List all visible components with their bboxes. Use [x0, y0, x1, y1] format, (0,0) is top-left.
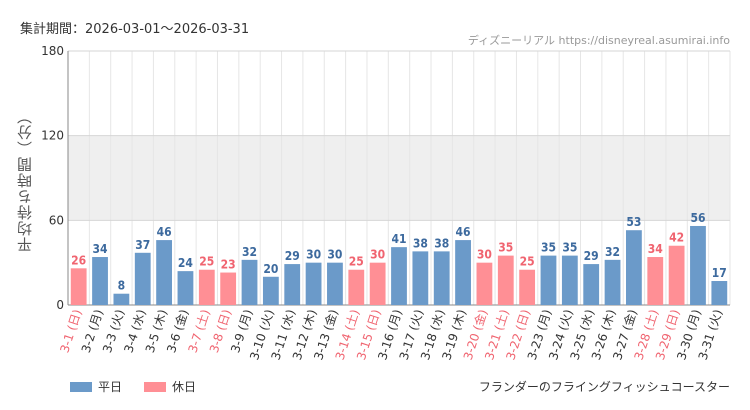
legend-holiday-label: 休日 [172, 380, 197, 394]
bar [647, 257, 664, 305]
bar-value-label: 25 [349, 255, 364, 269]
bar [70, 268, 87, 305]
bar-value-label: 32 [242, 245, 257, 259]
legend-weekday-swatch [70, 381, 92, 392]
legend-weekday: 平日 [70, 378, 122, 395]
bar [305, 262, 322, 305]
bar-value-label: 25 [520, 255, 535, 269]
bar-value-label: 30 [370, 248, 385, 262]
bar-value-label: 26 [71, 253, 86, 267]
bar [198, 269, 215, 305]
bar [262, 276, 279, 305]
bar-value-label: 17 [712, 266, 727, 280]
bar [455, 240, 471, 305]
bar [412, 251, 429, 305]
bar [241, 259, 258, 305]
legend-holiday: 休日 [144, 378, 196, 395]
bar-value-label: 25 [199, 255, 214, 269]
bar [668, 245, 685, 305]
period-label: 集計期間：2026-03-01～2026-03-31 [20, 22, 250, 37]
bar [497, 255, 514, 305]
bar-value-label: 32 [605, 245, 620, 259]
y-tick-label: 60 [49, 213, 64, 227]
site-credit: ディズニーリアル https://disneyreal.asumirai.inf… [467, 34, 730, 47]
attraction-name: フランダーのフライングフィッシュコースター [478, 380, 730, 394]
bar-value-label: 20 [263, 262, 278, 276]
bar-value-label: 46 [157, 225, 172, 239]
bar [519, 269, 536, 305]
bar [690, 225, 706, 305]
bar [156, 240, 172, 305]
legend: 平日 休日 [70, 378, 218, 395]
bar-value-label: 8 [118, 279, 126, 293]
bar [134, 252, 151, 305]
shaded-band [68, 135, 730, 221]
bar-value-label: 29 [584, 249, 599, 263]
bar [583, 264, 600, 305]
bar [369, 262, 386, 305]
bar-value-label: 42 [669, 231, 684, 245]
bar-value-label: 34 [648, 242, 664, 256]
bar-value-label: 24 [178, 256, 194, 270]
bar-value-label: 35 [498, 241, 513, 255]
bar-value-label: 29 [285, 249, 300, 263]
bar [561, 255, 578, 305]
bar-value-label: 38 [413, 236, 428, 250]
bar-value-label: 34 [93, 242, 109, 256]
legend-holiday-swatch [144, 381, 167, 392]
bar [348, 269, 365, 305]
y-tick-label: 180 [41, 44, 64, 58]
bar [433, 251, 450, 305]
bar-value-label: 56 [690, 211, 705, 225]
y-tick-label: 120 [41, 129, 64, 143]
bar-value-label: 30 [477, 248, 492, 262]
bar-value-label: 30 [306, 248, 321, 262]
bar [327, 262, 343, 305]
bar-value-label: 37 [135, 238, 150, 252]
bar [92, 257, 108, 305]
y-tick-label: 0 [56, 298, 64, 312]
bar [284, 264, 301, 305]
bar [540, 255, 557, 305]
bar [177, 271, 194, 305]
bar-value-label: 35 [562, 241, 577, 255]
bar-value-label: 23 [221, 258, 236, 272]
bar [220, 272, 237, 305]
bar-value-label: 53 [626, 215, 641, 229]
bar [604, 259, 621, 305]
bar-value-label: 41 [391, 232, 406, 246]
bar [391, 247, 407, 305]
bar [113, 293, 130, 305]
bar-value-label: 38 [434, 236, 449, 250]
bar [626, 230, 642, 305]
bar-value-label: 46 [456, 225, 471, 239]
legend-weekday-label: 平日 [98, 380, 123, 394]
bar [476, 262, 493, 305]
bar-value-label: 35 [541, 241, 556, 255]
bar [711, 281, 728, 305]
bar-value-label: 30 [327, 248, 342, 262]
